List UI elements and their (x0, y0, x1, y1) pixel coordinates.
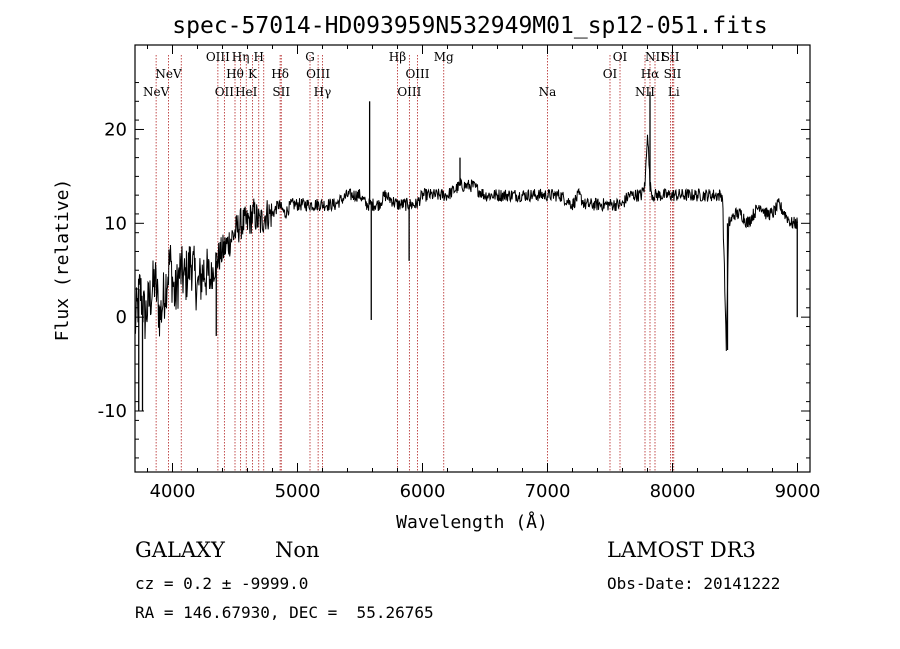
y-tick-label: 20 (104, 119, 127, 140)
y-tick-label: -10 (98, 401, 127, 422)
object-subclass: Non (275, 538, 320, 562)
obs-date: Obs-Date: 20141222 (607, 574, 781, 593)
emission-line-label: SII (272, 85, 290, 99)
emission-line-label: Hη (232, 50, 250, 64)
emission-line-label: G (305, 50, 315, 64)
emission-line-label: NII (645, 50, 665, 64)
emission-line-label: Li (668, 85, 680, 99)
emission-line-label: K (248, 67, 258, 81)
coordinates-line: RA = 146.67930, DEC = 55.26765 (135, 603, 434, 622)
emission-line-label: OIII (206, 50, 230, 64)
emission-line-label: HeI (235, 85, 258, 99)
object-class: GALAXY (135, 538, 225, 562)
emission-line-label: SII (664, 67, 682, 81)
emission-line-label: Na (539, 85, 557, 99)
emission-line-label: OI (613, 50, 628, 64)
emission-line-label: OII (215, 85, 235, 99)
x-tick-label: 4000 (150, 481, 196, 502)
emission-line-label: NII (635, 85, 655, 99)
spectrum-spikes (138, 91, 798, 411)
emission-line-label: OIII (405, 67, 429, 81)
emission-line-label: Hβ (389, 50, 406, 64)
chart-title: spec-57014-HD093959N532949M01_sp12-051.f… (172, 13, 767, 39)
y-tick-label: 0 (116, 307, 127, 328)
emission-line-label: Hα (641, 67, 660, 81)
y-tick-label: 10 (104, 213, 127, 234)
emission-line-label: Hθ (226, 67, 244, 81)
redshift-line: cz = 0.2 ± -9999.0 (135, 574, 309, 593)
emission-line-markers: NeV NeV OIII OII Hθ Hη HeI KH Hδ SII G OIII Hγ Hβ OIII… (143, 50, 682, 472)
plot-frame (134, 44, 811, 473)
x-tick-label: 8000 (650, 481, 696, 502)
emission-line-label: NeV (143, 85, 170, 99)
x-tick-label: 9000 (775, 481, 821, 502)
emission-line-label: OI (603, 67, 618, 81)
emission-line-label: Hδ (271, 67, 289, 81)
y-axis-label: Flux (relative) (52, 179, 73, 342)
x-axis-label: Wavelength (Å) (396, 511, 548, 533)
x-tick-label: 6000 (400, 481, 446, 502)
emission-line-label: OIII (306, 67, 330, 81)
x-tick-label: 5000 (275, 481, 321, 502)
spectrum-line (134, 134, 798, 352)
emission-line-label: Mg (434, 50, 454, 64)
axis-ticks: 4000 5000 6000 7000 8000 9000 -10 0 10 20 (98, 45, 821, 502)
emission-line-label: H (254, 50, 264, 64)
x-tick-label: 7000 (525, 481, 571, 502)
emission-line-label: OIII (397, 85, 421, 99)
emission-line-label: Hγ (314, 85, 332, 99)
emission-line-label: SII (662, 50, 680, 64)
emission-line-label: NeV (155, 67, 182, 81)
survey-label: LAMOST DR3 (607, 538, 756, 562)
